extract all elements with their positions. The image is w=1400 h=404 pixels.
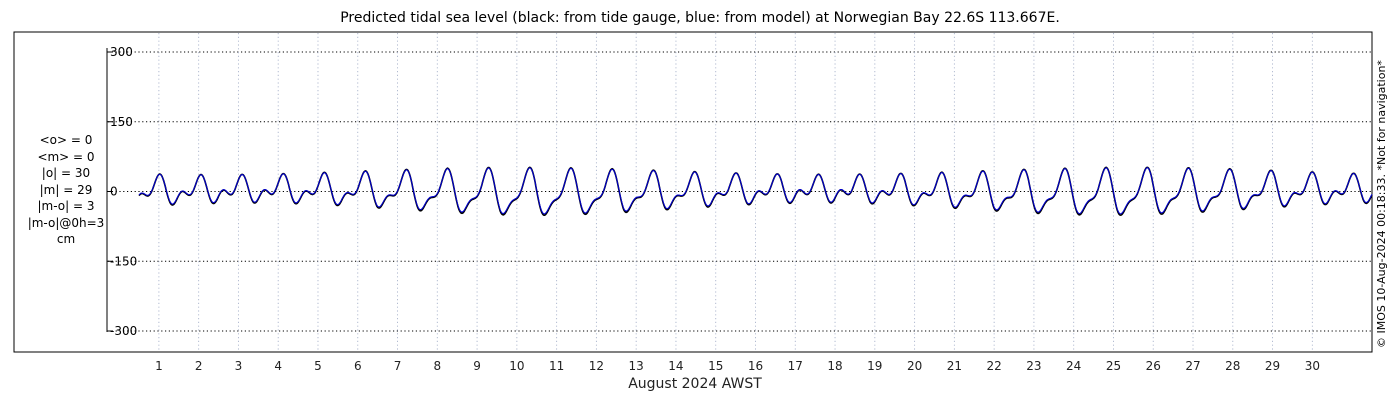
y-tick-label: -300 [110,324,137,338]
stat-abs-model: |m| = 29 [39,182,93,197]
model-series [138,167,1373,215]
x-tick-label: 6 [354,359,362,373]
chart-title: Predicted tidal sea level (black: from t… [340,10,1060,26]
x-tick-label: 10 [509,359,524,373]
x-tick-label: 26 [1146,359,1161,373]
x-tick-label: 29 [1265,359,1280,373]
stat-mean-observed: <o> = 0 [39,133,93,147]
x-tick-label: 15 [708,359,723,373]
x-tick-label: 17 [788,359,803,373]
stats-panel: <o> = 0 <m> = 0 |o| = 30 |m| = 29 |m-o| … [16,132,116,248]
y-tick-label: 0 [110,185,118,199]
x-tick-label: 13 [629,359,644,373]
x-tick-label: 11 [549,359,564,373]
x-tick-label: 30 [1305,359,1320,373]
x-tick-label: 9 [473,359,481,373]
x-tick-label: 23 [1026,359,1041,373]
x-tick-label: 18 [827,359,842,373]
x-tick-label: 25 [1106,359,1121,373]
x-tick-label: 19 [867,359,882,373]
x-tick-label: 27 [1185,359,1200,373]
stat-abs-diff-0h: |m-o|@0h=3 [27,215,105,230]
x-tick-label: 12 [589,359,604,373]
stat-abs-observed: |o| = 30 [41,166,91,180]
x-axis-label: August 2024 AWST [628,376,762,392]
copyright-credit: © IMOS 10-Aug-2024 00:18:33. *Not for na… [1375,60,1388,348]
x-tick-label: 24 [1066,359,1081,373]
x-tick-label: 14 [668,359,683,373]
x-tick-label: 2 [195,359,203,373]
x-tick-label: 8 [433,359,441,373]
x-tick-label: 4 [274,359,282,373]
stat-units: cm [56,232,76,246]
x-tick-label: 1 [155,359,163,373]
y-tick-label: -150 [110,254,137,268]
x-tick-label: 21 [947,359,962,373]
x-tick-label: 7 [394,359,402,373]
plot-frame [13,31,1373,353]
x-tick-label: 5 [314,359,322,373]
x-tick-label: 3 [235,359,243,373]
x-tick-label: 20 [907,359,922,373]
y-tick-label: 150 [110,115,133,129]
x-tick-label: 28 [1225,359,1240,373]
stat-mean-model: <m> = 0 [37,149,95,164]
stat-abs-diff: |m-o| = 3 [37,199,95,213]
x-tick-label: 16 [748,359,763,373]
x-tick-label: 22 [987,359,1002,373]
y-tick-label: 300 [110,45,133,59]
